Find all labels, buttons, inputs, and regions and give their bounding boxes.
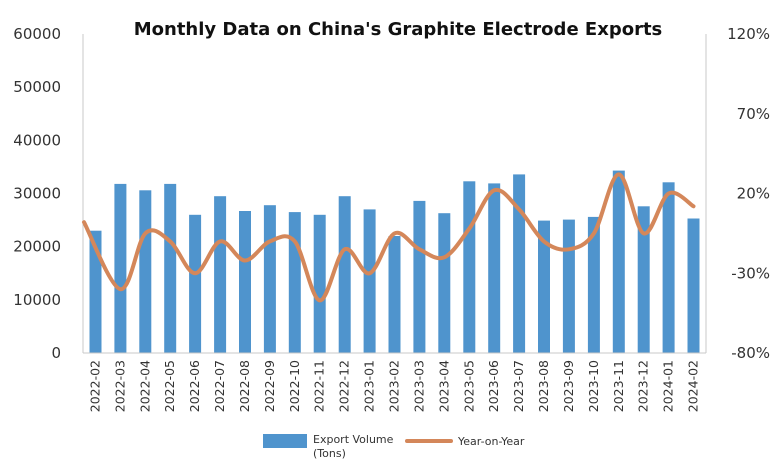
bar-2022-04: [139, 190, 152, 353]
bar-2023-03: [413, 200, 426, 353]
left-tick-label: 50000: [13, 78, 61, 96]
bar-2023-01: [363, 209, 376, 353]
x-tick-label: 2023-02: [387, 360, 402, 412]
legend-label-year-on-year: Year-on-Year: [457, 435, 525, 448]
x-tick-label: 2022-03: [112, 360, 127, 412]
x-tick-label: 2023-08: [536, 360, 551, 412]
x-tick-label: 2024-01: [661, 360, 676, 412]
bar-2022-10: [288, 212, 301, 353]
x-tick-label: 2023-11: [611, 360, 626, 412]
x-tick-label: 2022-09: [262, 360, 277, 412]
x-tick-label: 2022-12: [337, 360, 352, 412]
x-axis-ticks: 2022-02 2022-03 2022-04 2022-05 2022-06 2022-…: [88, 360, 701, 412]
left-tick-label: 0: [51, 344, 61, 362]
bar-2022-11: [313, 214, 326, 353]
x-tick-label: 2022-07: [212, 360, 227, 412]
bar-2023-02: [388, 236, 401, 353]
bar-2023-07: [513, 174, 526, 353]
bar-2024-02: [687, 218, 700, 353]
left-tick-label: 10000: [13, 291, 61, 309]
x-tick-label: 2022-10: [287, 360, 302, 412]
bar-2023-08: [538, 220, 550, 353]
legend: Export Volume (Tons) Year-on-Year: [263, 433, 525, 460]
bar-2023-11: [612, 170, 625, 353]
right-tick-label: -80%: [731, 344, 770, 362]
right-tick-label: 20%: [737, 185, 770, 203]
x-tick-label: 2023-04: [436, 360, 451, 412]
x-tick-label: 2023-07: [511, 360, 526, 412]
x-tick-label: 2023-06: [486, 360, 501, 412]
bar-2022-03: [114, 183, 127, 353]
bar-2022-09: [263, 205, 276, 353]
legend-label-export-volume-unit: (Tons): [313, 447, 346, 460]
x-tick-label: 2024-02: [686, 360, 701, 412]
right-tick-label: 120%: [727, 25, 770, 43]
x-tick-label: 2023-10: [586, 360, 601, 412]
chart-title: Monthly Data on China's Graphite Electro…: [134, 19, 663, 40]
x-tick-label: 2022-02: [88, 360, 103, 412]
x-tick-label: 2023-12: [636, 360, 651, 412]
left-tick-label: 20000: [13, 238, 61, 256]
bar-2022-06: [189, 214, 202, 353]
x-tick-label: 2022-05: [162, 360, 177, 412]
x-tick-label: 2023-09: [561, 360, 576, 412]
bar-2023-04: [438, 213, 451, 353]
bar-2022-12: [338, 196, 351, 353]
left-axis-ticks: 0 10000 20000 30000 40000 50000 60000: [13, 25, 61, 362]
x-tick-label: 2022-06: [187, 360, 202, 412]
right-tick-label: -30%: [731, 264, 770, 282]
year-on-year-line: [82, 172, 696, 303]
bar-2023-06: [488, 183, 501, 353]
left-tick-label: 40000: [13, 131, 61, 149]
bar-2023-09: [562, 219, 575, 353]
legend-swatch-export-volume: [263, 434, 307, 448]
bar-2022-02: [89, 230, 102, 353]
line-series: [82, 172, 696, 303]
left-tick-label: 60000: [13, 25, 61, 43]
bar-2024-01: [662, 182, 675, 353]
legend-label-export-volume: Export Volume: [313, 433, 394, 446]
bar-2022-05: [164, 183, 177, 353]
bar-2022-07: [214, 196, 227, 353]
left-tick-label: 30000: [13, 185, 61, 203]
axes: [82, 34, 707, 354]
bar-2023-05: [463, 181, 476, 353]
right-axis-ticks: -80% -30% 20% 70% 120%: [727, 25, 770, 362]
x-tick-label: 2022-04: [137, 360, 152, 412]
x-tick-label: 2023-03: [411, 360, 426, 412]
x-tick-label: 2023-05: [461, 360, 476, 412]
x-tick-label: 2023-01: [362, 360, 377, 412]
bar-2023-12: [637, 206, 650, 353]
bar-2023-10: [587, 216, 600, 353]
x-tick-label: 2022-08: [237, 360, 252, 412]
x-tick-label: 2022-11: [312, 360, 327, 412]
bar-2022-08: [239, 211, 251, 353]
right-tick-label: 70%: [737, 105, 770, 123]
